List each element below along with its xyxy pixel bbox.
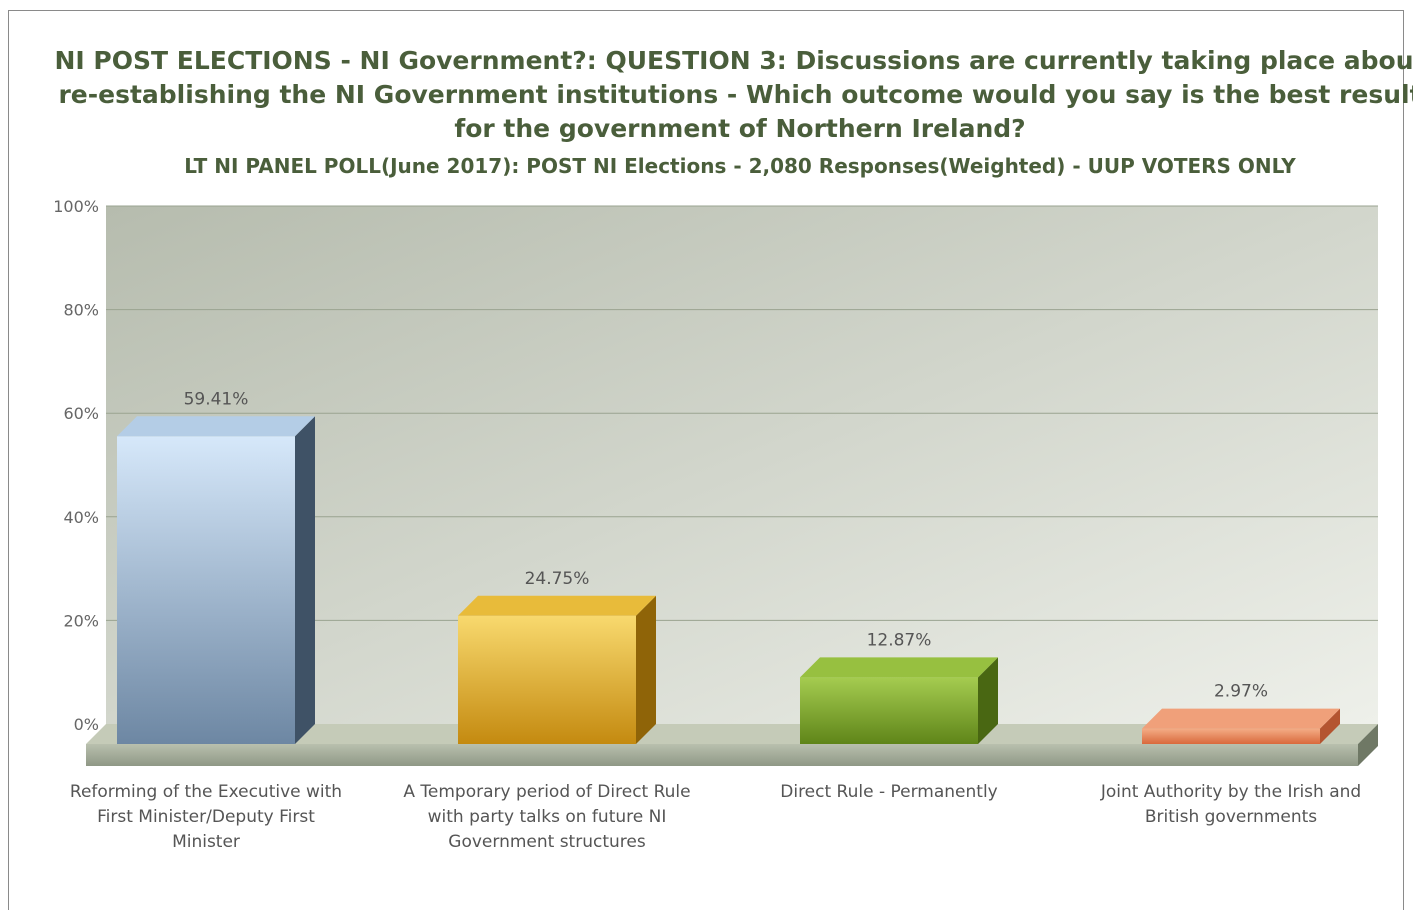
floor-side xyxy=(1358,724,1378,766)
x-category-label: A Temporary period of Direct Rule with p… xyxy=(403,782,691,852)
bars xyxy=(117,416,1340,744)
data-label: 59.41% xyxy=(184,389,249,409)
y-tick-label: 20% xyxy=(63,611,99,630)
bar xyxy=(1142,728,1320,744)
x-category-label: Joint Authority by the Irish and British… xyxy=(1100,782,1362,827)
y-tick-label: 100% xyxy=(53,197,99,216)
bar-side xyxy=(295,416,315,744)
bar-top xyxy=(458,595,656,616)
data-labels: 59.41% 24.75% 12.87% 2.97% xyxy=(184,389,1268,701)
data-label: 24.75% xyxy=(525,569,590,589)
floor-top xyxy=(86,724,1378,744)
x-category-label: Direct Rule - Permanently xyxy=(780,782,998,802)
y-tick-label: 60% xyxy=(63,404,99,423)
bar xyxy=(117,436,295,744)
bar-top xyxy=(800,657,998,678)
floor-front xyxy=(86,744,1358,766)
data-label: 2.97% xyxy=(1214,682,1268,702)
y-tick-label: 0% xyxy=(74,715,99,734)
y-axis-ticks: 0% 20% 40% 60% 80% 100% xyxy=(53,197,99,734)
bar xyxy=(458,615,636,744)
chart-title: NI POST ELECTIONS - NI Government?: QUES… xyxy=(54,46,1413,143)
grid-lines xyxy=(106,205,1378,621)
y-tick-label: 80% xyxy=(63,301,99,320)
bar-side xyxy=(978,657,998,744)
plot-background xyxy=(106,206,1378,726)
bar-top xyxy=(117,416,315,437)
data-label: 12.87% xyxy=(867,630,932,650)
chart-floor xyxy=(86,724,1378,766)
bar xyxy=(800,677,978,744)
bar-side xyxy=(1320,708,1340,744)
chart-subtitle: LT NI PANEL POLL(June 2017): POST NI Ele… xyxy=(184,154,1296,178)
bar-top xyxy=(1142,708,1340,729)
y-tick-label: 40% xyxy=(63,508,99,527)
plot-area xyxy=(106,206,1378,726)
x-category-label: Reforming of the Executive with First Mi… xyxy=(69,782,343,852)
bar-side xyxy=(636,595,656,744)
